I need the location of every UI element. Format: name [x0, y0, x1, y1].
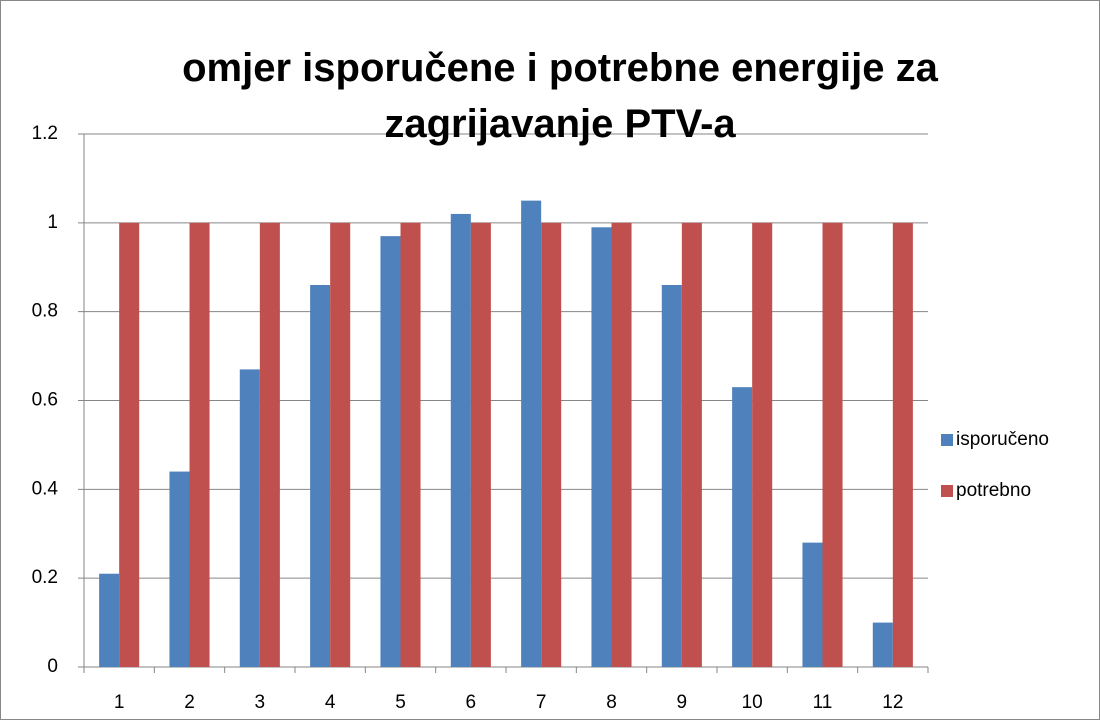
- bar: [470, 222, 491, 668]
- chart-title: omjer isporučene i potrebne energije za …: [182, 46, 938, 146]
- x-tick-label: 7: [536, 692, 547, 713]
- bar: [400, 222, 421, 668]
- y-tick-label: 0.6: [32, 390, 58, 411]
- x-tick-label: 2: [184, 692, 195, 713]
- x-tick-label: 11: [813, 692, 833, 713]
- bar: [872, 622, 893, 667]
- x-tick-label: 3: [255, 692, 266, 713]
- y-tick-label: 0.4: [32, 478, 59, 499]
- bar: [380, 236, 401, 668]
- bar: [189, 222, 210, 668]
- y-tick-label: 0.8: [32, 301, 58, 322]
- bar: [330, 222, 351, 668]
- bar: [611, 222, 632, 668]
- x-tick-label: 12: [882, 692, 903, 713]
- x-tick-label: 1: [114, 692, 125, 713]
- bar: [450, 213, 471, 667]
- legend-swatch: [941, 485, 953, 497]
- bar: [259, 222, 280, 668]
- bar: [732, 387, 753, 667]
- bar: [802, 542, 823, 667]
- x-tick-label: 5: [395, 692, 406, 713]
- y-tick-label: 1.2: [32, 123, 58, 144]
- bar: [752, 222, 773, 668]
- y-tick-label: 0: [47, 656, 58, 677]
- bar: [661, 285, 682, 667]
- x-tick-label: 9: [677, 692, 688, 713]
- bar: [541, 222, 562, 668]
- bar: [310, 285, 331, 667]
- x-tick-label: 6: [466, 692, 477, 713]
- bar: [119, 222, 140, 668]
- y-tick-label: 1: [47, 212, 58, 233]
- bar: [591, 227, 612, 667]
- bar: [239, 369, 260, 667]
- bar: [681, 222, 702, 668]
- legend-label: potrebno: [956, 480, 1031, 501]
- bar: [892, 222, 913, 668]
- bar: [169, 471, 190, 667]
- legend-label: isporučeno: [956, 429, 1049, 450]
- legend-swatch: [941, 434, 953, 446]
- y-tick-label: 0.2: [32, 567, 58, 588]
- bar: [822, 222, 843, 668]
- bar: [521, 200, 542, 667]
- bar: [99, 573, 120, 667]
- x-tick-label: 8: [606, 692, 617, 713]
- x-tick-label: 10: [742, 692, 763, 713]
- x-tick-label: 4: [325, 692, 336, 713]
